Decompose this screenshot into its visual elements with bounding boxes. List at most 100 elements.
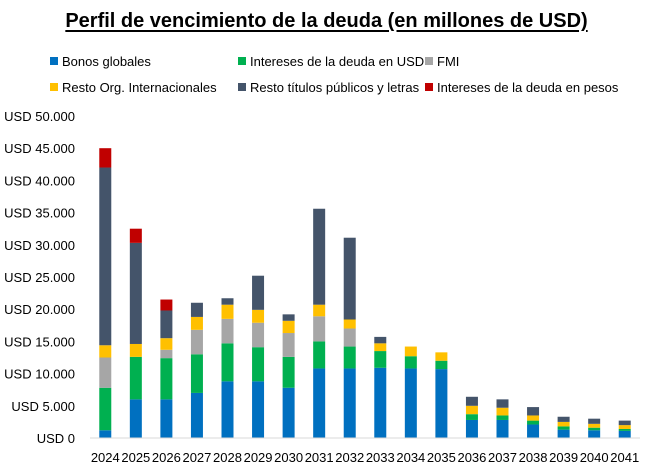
bar-intereses-de-la-deuda-en-usd-2031 (313, 341, 326, 369)
bar-resto-titulos-publicos-y-letras-2027 (190, 302, 203, 317)
bar-intereses-de-la-deuda-en-usd-2024 (99, 387, 112, 431)
bar-resto-titulos-publicos-y-letras-2031 (313, 208, 326, 305)
y-tick-label: USD 5.000 (11, 399, 75, 414)
bar-resto-titulos-publicos-y-letras-2037 (496, 399, 509, 408)
bar-fmi-2026 (160, 349, 173, 359)
bar-resto-org-internacionales-2028 (221, 304, 234, 319)
x-tick-label-2041: 2041 (610, 450, 639, 465)
bar-intereses-de-la-deuda-en-usd-2039 (557, 426, 570, 430)
y-tick-label: USD 10.000 (4, 367, 75, 382)
legend-swatch-bonos-globales (50, 57, 58, 65)
bar-resto-org-internacionales-2032 (343, 319, 356, 329)
bar-intereses-de-la-deuda-en-usd-2030 (282, 356, 295, 388)
bar-resto-titulos-publicos-y-letras-2039 (557, 416, 570, 422)
bar-resto-titulos-publicos-y-letras-2041 (618, 420, 631, 426)
bar-bonos-globales-2026 (160, 399, 173, 438)
bar-intereses-de-la-deuda-en-usd-2026 (160, 358, 173, 400)
y-tick-label: USD 15.000 (4, 334, 75, 349)
bar-resto-org-internacionales-2035 (435, 352, 448, 361)
x-tick-label-2039: 2039 (549, 450, 578, 465)
bar-bonos-globales-2034 (404, 368, 417, 438)
x-axis: 2024 2025 2026 2027 2028 2029 2030 2031 2032 2033… (90, 437, 640, 465)
legend-label-resto-titulos-publicos-y-letras: Resto títulos públicos y letras (250, 80, 420, 95)
bar-intereses-de-la-deuda-en-usd-2038 (527, 420, 540, 425)
legend-label-intereses-de-la-deuda-en-pesos: Intereses de la deuda en pesos (437, 80, 619, 95)
bar-intereses-de-la-deuda-en-usd-2029 (252, 347, 265, 382)
bar-bonos-globales-2037 (496, 419, 509, 438)
x-tick-label-2030: 2030 (274, 450, 303, 465)
bar-fmi-2032 (343, 328, 356, 347)
legend-swatch-fmi (425, 57, 433, 65)
x-tick-label-2035: 2035 (427, 450, 456, 465)
y-tick-label: USD 20.000 (4, 302, 75, 317)
x-tick-label-2029: 2029 (244, 450, 273, 465)
bar-fmi-2028 (221, 318, 234, 344)
bar-resto-org-internacionales-2031 (313, 304, 326, 317)
legend-label-fmi: FMI (437, 54, 459, 69)
bar-bonos-globales-2029 (252, 381, 265, 438)
y-tick-label: USD 30.000 (4, 238, 75, 253)
bar-resto-org-internacionales-2038 (527, 415, 540, 421)
x-tick-label-2033: 2033 (366, 450, 395, 465)
bar-intereses-de-la-deuda-en-usd-2040 (588, 427, 601, 431)
bar-intereses-de-la-deuda-en-usd-2028 (221, 343, 234, 382)
x-tick-label-2037: 2037 (488, 450, 517, 465)
legend-swatch-resto-org-internacionales (50, 83, 58, 91)
bar-resto-org-internacionales-2037 (496, 407, 509, 416)
bar-intereses-de-la-deuda-en-pesos-2026 (160, 299, 173, 311)
bar-resto-org-internacionales-2033 (374, 343, 387, 352)
x-tick-label-2024: 2024 (91, 450, 120, 465)
bar-bonos-globales-2038 (527, 424, 540, 438)
x-tick-label-2027: 2027 (182, 450, 211, 465)
bar-resto-org-internacionales-2034 (404, 346, 417, 357)
bar-intereses-de-la-deuda-en-usd-2032 (343, 346, 356, 369)
bar-resto-titulos-publicos-y-letras-2024 (99, 167, 112, 346)
bar-intereses-de-la-deuda-en-usd-2033 (374, 351, 387, 368)
bar-resto-org-internacionales-2039 (557, 421, 570, 427)
bar-resto-titulos-publicos-y-letras-2036 (465, 396, 478, 406)
bar-resto-titulos-publicos-y-letras-2030 (282, 314, 295, 321)
bar-resto-titulos-publicos-y-letras-2040 (588, 418, 601, 424)
y-axis: USD 0 USD 5.000 USD 10.000 USD 15.000 USD 20… (4, 109, 75, 446)
bar-resto-titulos-publicos-y-letras-2033 (374, 336, 387, 344)
bar-resto-titulos-publicos-y-letras-2028 (221, 298, 234, 305)
x-tick-label-2032: 2032 (335, 450, 364, 465)
bar-fmi-2029 (252, 322, 265, 348)
bar-resto-org-internacionales-2041 (618, 425, 631, 429)
x-tick-label-2040: 2040 (580, 450, 609, 465)
bar-intereses-de-la-deuda-en-usd-2034 (404, 356, 417, 369)
legend-label-resto-org-internacionales: Resto Org. Internacionales (62, 80, 217, 95)
bar-resto-org-internacionales-2025 (129, 343, 142, 357)
bar-bonos-globales-2041 (618, 430, 631, 438)
x-tick-label-2025: 2025 (121, 450, 150, 465)
bar-resto-org-internacionales-2026 (160, 338, 173, 350)
bar-resto-org-internacionales-2027 (190, 316, 203, 330)
bar-resto-org-internacionales-2036 (465, 405, 478, 415)
bar-bonos-globales-2028 (221, 381, 234, 438)
bar-resto-org-internacionales-2030 (282, 320, 295, 334)
y-tick-label: USD 40.000 (4, 173, 75, 188)
bar-resto-org-internacionales-2024 (99, 345, 112, 358)
bar-bonos-globales-2032 (343, 368, 356, 438)
x-tick-label-2034: 2034 (396, 450, 425, 465)
bar-intereses-de-la-deuda-en-usd-2037 (496, 415, 509, 420)
bar-resto-titulos-publicos-y-letras-2038 (527, 407, 540, 416)
y-tick-label: USD 50.000 (4, 109, 75, 124)
y-tick-label: USD 45.000 (4, 141, 75, 156)
bar-intereses-de-la-deuda-en-usd-2027 (190, 354, 203, 393)
legend-swatch-intereses-de-la-deuda-en-pesos (425, 83, 433, 91)
chart-title: Perfil de vencimiento de la deuda (en mi… (65, 10, 588, 32)
bar-bonos-globales-2035 (435, 369, 448, 438)
bar-intereses-de-la-deuda-en-usd-2025 (129, 356, 142, 400)
bar-intereses-de-la-deuda-en-usd-2035 (435, 360, 448, 370)
x-tick-label-2028: 2028 (213, 450, 242, 465)
bar-resto-org-internacionales-2029 (252, 309, 265, 323)
bar-bonos-globales-2036 (465, 419, 478, 438)
legend-label-intereses-de-la-deuda-en-usd: Intereses de la deuda en USD (250, 54, 424, 69)
bar-intereses-de-la-deuda-en-usd-2041 (618, 428, 631, 431)
bar-resto-titulos-publicos-y-letras-2029 (252, 275, 265, 310)
bar-bonos-globales-2025 (129, 399, 142, 438)
bar-intereses-de-la-deuda-en-pesos-2024 (99, 148, 112, 168)
